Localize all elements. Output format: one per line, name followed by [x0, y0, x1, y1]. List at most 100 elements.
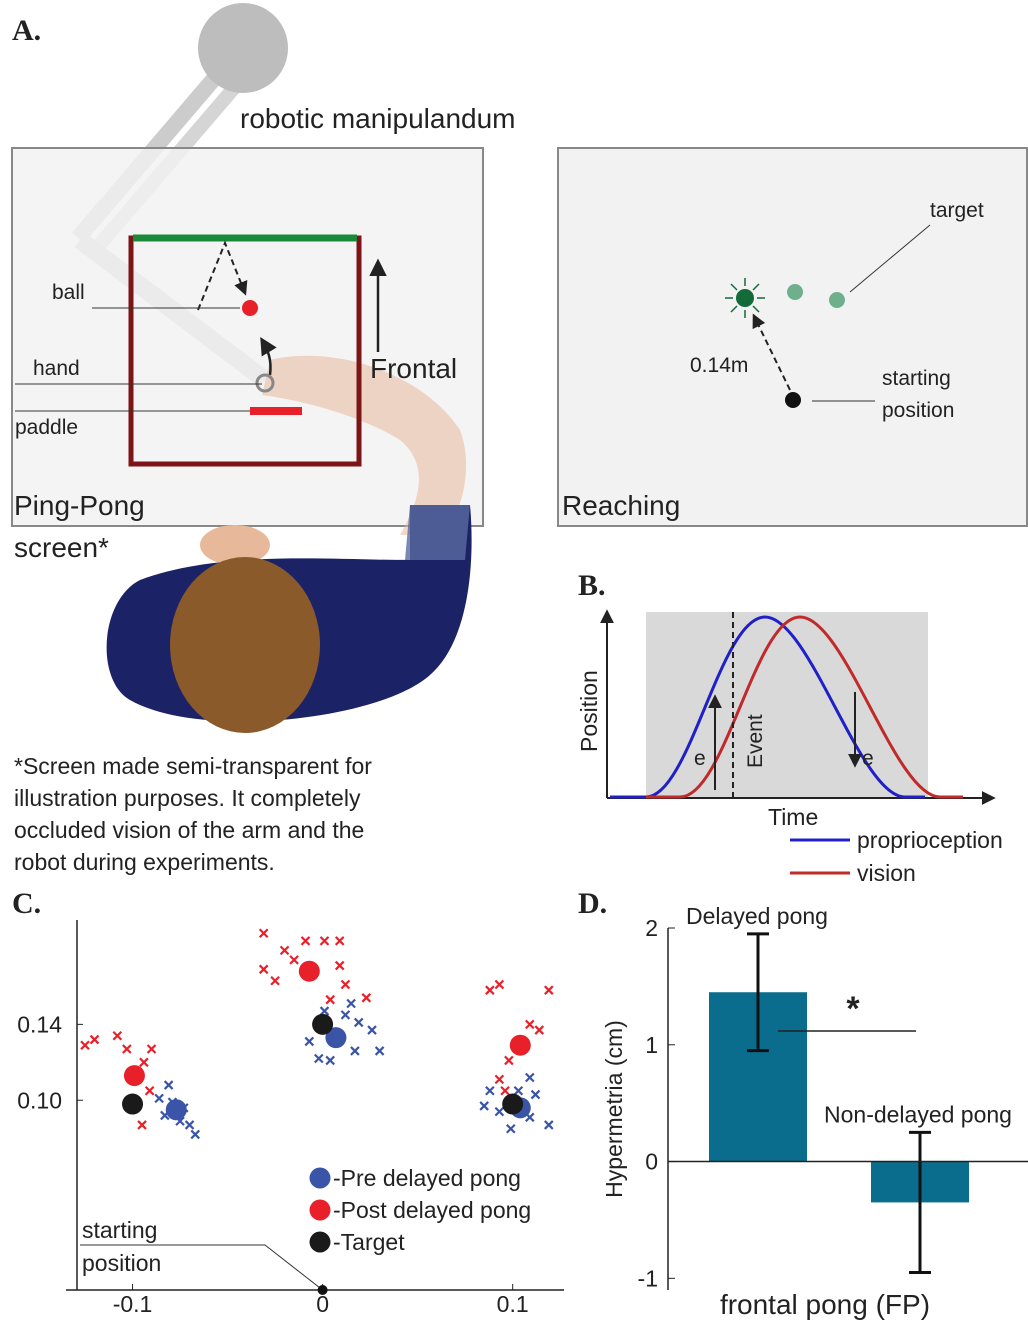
- start-point: [317, 1285, 328, 1295]
- axis-label: frontal pong (FP): [720, 1289, 930, 1320]
- cross: [353, 1017, 364, 1028]
- cross: [479, 1101, 489, 1111]
- target: [736, 289, 754, 307]
- panel-letter: A.: [12, 14, 41, 47]
- footnote: occluded vision of the arm and the: [14, 817, 364, 843]
- cross: [334, 960, 345, 971]
- cross: [494, 1074, 505, 1085]
- cross: [340, 1010, 351, 1020]
- hand-path: [260, 336, 277, 376]
- significance: *: [846, 990, 860, 1028]
- label: screen*: [14, 532, 109, 563]
- cross: [504, 1055, 514, 1066]
- label: Ping-Pong: [14, 490, 145, 521]
- cross: [494, 1106, 505, 1117]
- cross: [506, 1123, 516, 1134]
- cross: [184, 1120, 195, 1130]
- cross: [137, 1120, 147, 1130]
- arm: [262, 355, 467, 535]
- hand: [255, 373, 275, 393]
- cross: [374, 1046, 385, 1056]
- annotation: starting: [82, 1217, 157, 1243]
- y-tick-label: 2: [645, 915, 658, 941]
- target-flash: [725, 278, 765, 318]
- cross: [319, 1006, 330, 1016]
- x-tick-label: 0.1: [497, 1291, 529, 1317]
- label: e: [694, 747, 706, 770]
- cross: [289, 955, 299, 965]
- cross: [367, 1025, 377, 1035]
- label: Frontal: [370, 353, 457, 384]
- cross: [154, 1093, 164, 1104]
- cross: [270, 975, 280, 986]
- label: paddle: [15, 416, 78, 439]
- cross: [361, 993, 372, 1003]
- leader-line: [849, 224, 931, 293]
- cross: [334, 936, 345, 946]
- legend-label: proprioception: [857, 827, 1003, 853]
- legend-label: -Target: [333, 1229, 405, 1255]
- y-tick-label: 0.14: [17, 1011, 62, 1037]
- cross: [346, 998, 356, 1009]
- leader-line: [80, 1244, 323, 1291]
- cross: [258, 928, 269, 939]
- axis-label: Hypermetria (cm): [601, 1020, 627, 1198]
- y-tick-label: 0.10: [17, 1087, 62, 1113]
- label: hand: [33, 357, 80, 380]
- point: [325, 1027, 347, 1049]
- point: [122, 1093, 144, 1115]
- cross: [89, 1034, 100, 1045]
- y-tick-label: -1: [638, 1265, 658, 1291]
- cross: [325, 994, 335, 1005]
- cross: [146, 1044, 157, 1054]
- footnote: robot during experiments.: [14, 849, 275, 875]
- screen: [557, 147, 1028, 527]
- target: [829, 292, 845, 308]
- curve: [610, 615, 925, 799]
- cross: [139, 1057, 149, 1068]
- cross: [190, 1129, 201, 1140]
- label: e: [862, 747, 874, 770]
- cross: [544, 985, 554, 995]
- screen: [11, 147, 484, 527]
- point: [298, 960, 320, 982]
- legend-label: vision: [857, 860, 916, 886]
- cross: [525, 1019, 535, 1030]
- paddle: [250, 407, 302, 415]
- cross: [500, 1085, 510, 1096]
- label: ball: [52, 281, 85, 304]
- x-tick-label: 0: [316, 1291, 329, 1317]
- point: [509, 1034, 531, 1056]
- person: [106, 505, 472, 733]
- category-label: Non-delayed pong: [824, 1101, 1012, 1127]
- category-label: Delayed pong: [686, 903, 828, 929]
- label: starting: [882, 367, 951, 390]
- label: Event: [744, 714, 767, 768]
- cross: [530, 1089, 541, 1100]
- cross: [319, 936, 330, 946]
- cross: [258, 964, 269, 975]
- start: [785, 392, 801, 408]
- cross: [122, 1044, 132, 1054]
- panel-letter: C.: [12, 887, 41, 920]
- point: [312, 1013, 334, 1035]
- cross: [80, 1040, 90, 1051]
- window: [646, 612, 928, 798]
- ball: [242, 300, 258, 316]
- label: Reaching: [562, 490, 680, 521]
- cross: [513, 1085, 524, 1096]
- point: [502, 1093, 524, 1115]
- reach-path: [752, 313, 791, 391]
- cross: [163, 1080, 174, 1090]
- legend-label: -Pre delayed pong: [333, 1165, 521, 1191]
- footnote: illustration purposes. It completely: [14, 785, 361, 811]
- target: [787, 284, 803, 300]
- axis-label: Time: [768, 804, 818, 830]
- cross: [304, 1036, 315, 1047]
- axis-label: Position: [576, 670, 602, 752]
- cross: [279, 945, 290, 956]
- legend-marker: [309, 1231, 331, 1253]
- legend-label: -Post delayed pong: [333, 1197, 531, 1223]
- label: target: [930, 199, 984, 222]
